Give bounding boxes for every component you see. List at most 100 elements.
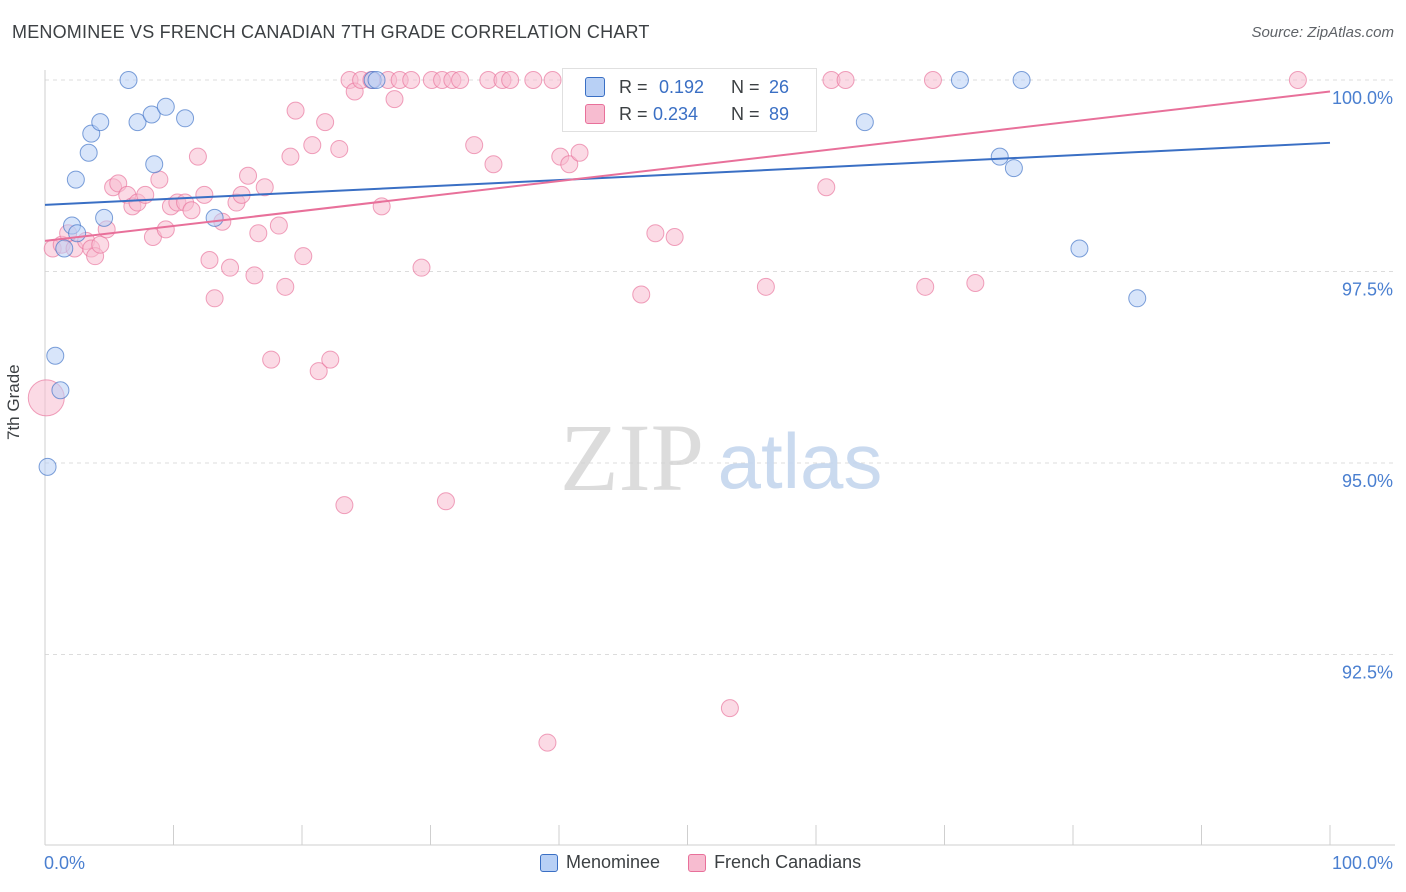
point-menominee — [91, 113, 110, 132]
r-label: R = — [619, 103, 648, 124]
point-french-canadians — [303, 136, 322, 155]
trend-lines — [44, 90, 1331, 242]
watermark-atlas: atlas — [718, 417, 883, 505]
point-french-canadians — [276, 277, 295, 296]
r-value: 0.234 — [653, 103, 699, 124]
legend-item-french-canadians[interactable]: French Canadians — [688, 852, 861, 873]
point-french-canadians — [281, 147, 300, 166]
watermark-zip: ZIP — [560, 404, 704, 511]
point-french-canadians — [756, 277, 775, 296]
legend-label-french-canadians: French Canadians — [714, 852, 862, 872]
point-french-canadians — [262, 350, 281, 369]
point-french-canadians — [665, 228, 684, 247]
point-menominee — [142, 105, 161, 124]
axes — [44, 70, 1395, 846]
point-menominee — [46, 346, 65, 365]
point-french-canadians — [239, 166, 258, 185]
point-french-canadians — [1288, 71, 1307, 89]
point-menominee — [205, 208, 224, 227]
point-menominee — [1004, 159, 1023, 178]
y-tick-label: 97.5% — [1342, 280, 1393, 300]
point-menominee — [950, 71, 969, 89]
n-label: N = — [731, 76, 760, 97]
point-french-canadians — [309, 362, 328, 381]
chart-title: MENOMINEE VS FRENCH CANADIAN 7TH GRADE C… — [12, 22, 650, 42]
point-french-canadians — [817, 178, 836, 197]
point-french-canadians — [156, 220, 175, 239]
point-french-canadians — [205, 289, 224, 308]
source-label: Source: ZipAtlas.com — [1251, 24, 1394, 41]
point-french-canadians — [294, 247, 313, 266]
point-french-canadians — [570, 143, 589, 162]
point-menominee — [66, 170, 85, 189]
point-french-canadians — [385, 90, 404, 109]
y-tick-label: 92.5% — [1342, 663, 1393, 683]
point-french-canadians — [269, 216, 288, 235]
point-french-canadians — [195, 185, 214, 204]
n-value: 89 — [769, 103, 790, 124]
french-canadians-swatch — [585, 104, 605, 124]
point-french-canadians — [632, 285, 651, 304]
y-tick-label: 100.0% — [1332, 88, 1393, 108]
point-menominee — [855, 113, 874, 132]
point-french-canadians — [245, 266, 264, 285]
point-french-canadians — [255, 178, 274, 197]
point-french-canadians — [646, 224, 665, 243]
point-french-canadians — [182, 201, 201, 220]
point-menominee — [68, 224, 87, 243]
point-french-canadians — [150, 170, 169, 189]
point-french-canadians — [451, 71, 470, 89]
menominee-swatch — [585, 77, 605, 97]
point-french-canadians — [402, 71, 421, 89]
point-menominee — [119, 71, 138, 89]
point-french-canadians — [923, 71, 942, 89]
point-french-canadians — [484, 155, 503, 174]
point-menominee — [55, 239, 74, 258]
legend-swatch-menominee — [540, 853, 558, 872]
r-label: R = — [619, 76, 648, 97]
point-french-canadians — [436, 492, 455, 511]
point-french-canadians — [524, 71, 543, 89]
stats-box: R = 0.192 N = 26 R = 0.234 N = 89 — [562, 68, 817, 132]
point-french-canadians — [188, 147, 207, 166]
point-menominee — [38, 457, 57, 476]
legend-swatch-french-canadians — [688, 853, 707, 872]
point-french-canadians — [543, 71, 562, 89]
point-menominee — [79, 143, 98, 162]
trend-line-menominee — [44, 141, 1331, 206]
legend-item-menominee[interactable]: Menominee — [540, 852, 660, 873]
point-menominee — [1012, 71, 1031, 89]
point-french-canadians — [330, 139, 349, 158]
point-french-canadians — [200, 251, 219, 270]
legend: Menominee French Canadians — [540, 852, 889, 873]
point-french-canadians — [501, 71, 520, 89]
x-tick-label: 0.0% — [44, 853, 85, 873]
point-french-canadians — [465, 136, 484, 155]
point-french-canadians — [916, 277, 935, 296]
point-menominee — [128, 113, 147, 132]
r-value: 0.192 — [659, 76, 705, 97]
point-french-canadians — [335, 496, 354, 515]
point-french-canadians — [720, 699, 739, 718]
point-french-canadians — [321, 350, 340, 369]
y-tick-label: 95.0% — [1342, 471, 1393, 491]
point-menominee — [1070, 239, 1089, 258]
point-french-canadians — [316, 113, 335, 132]
point-french-canadians — [249, 224, 268, 243]
n-label: N = — [731, 103, 760, 124]
point-french-canadians — [412, 258, 431, 277]
point-menominee — [1128, 289, 1147, 308]
trend-line-french-canadians — [44, 90, 1331, 242]
gridlines — [45, 79, 1395, 655]
point-french-canadians — [91, 235, 110, 254]
x-tick-label: 100.0% — [1332, 853, 1393, 873]
point-french-canadians — [286, 101, 305, 120]
point-menominee — [95, 208, 114, 227]
point-french-canadians — [560, 155, 579, 174]
point-menominee — [176, 109, 195, 128]
point-menominee — [145, 155, 164, 174]
point-french-canadians — [221, 258, 240, 277]
tick-labels: 92.5% 95.0% 97.5% 100.0% 0.0% 100.0% — [44, 88, 1393, 873]
point-menominee — [367, 71, 386, 89]
